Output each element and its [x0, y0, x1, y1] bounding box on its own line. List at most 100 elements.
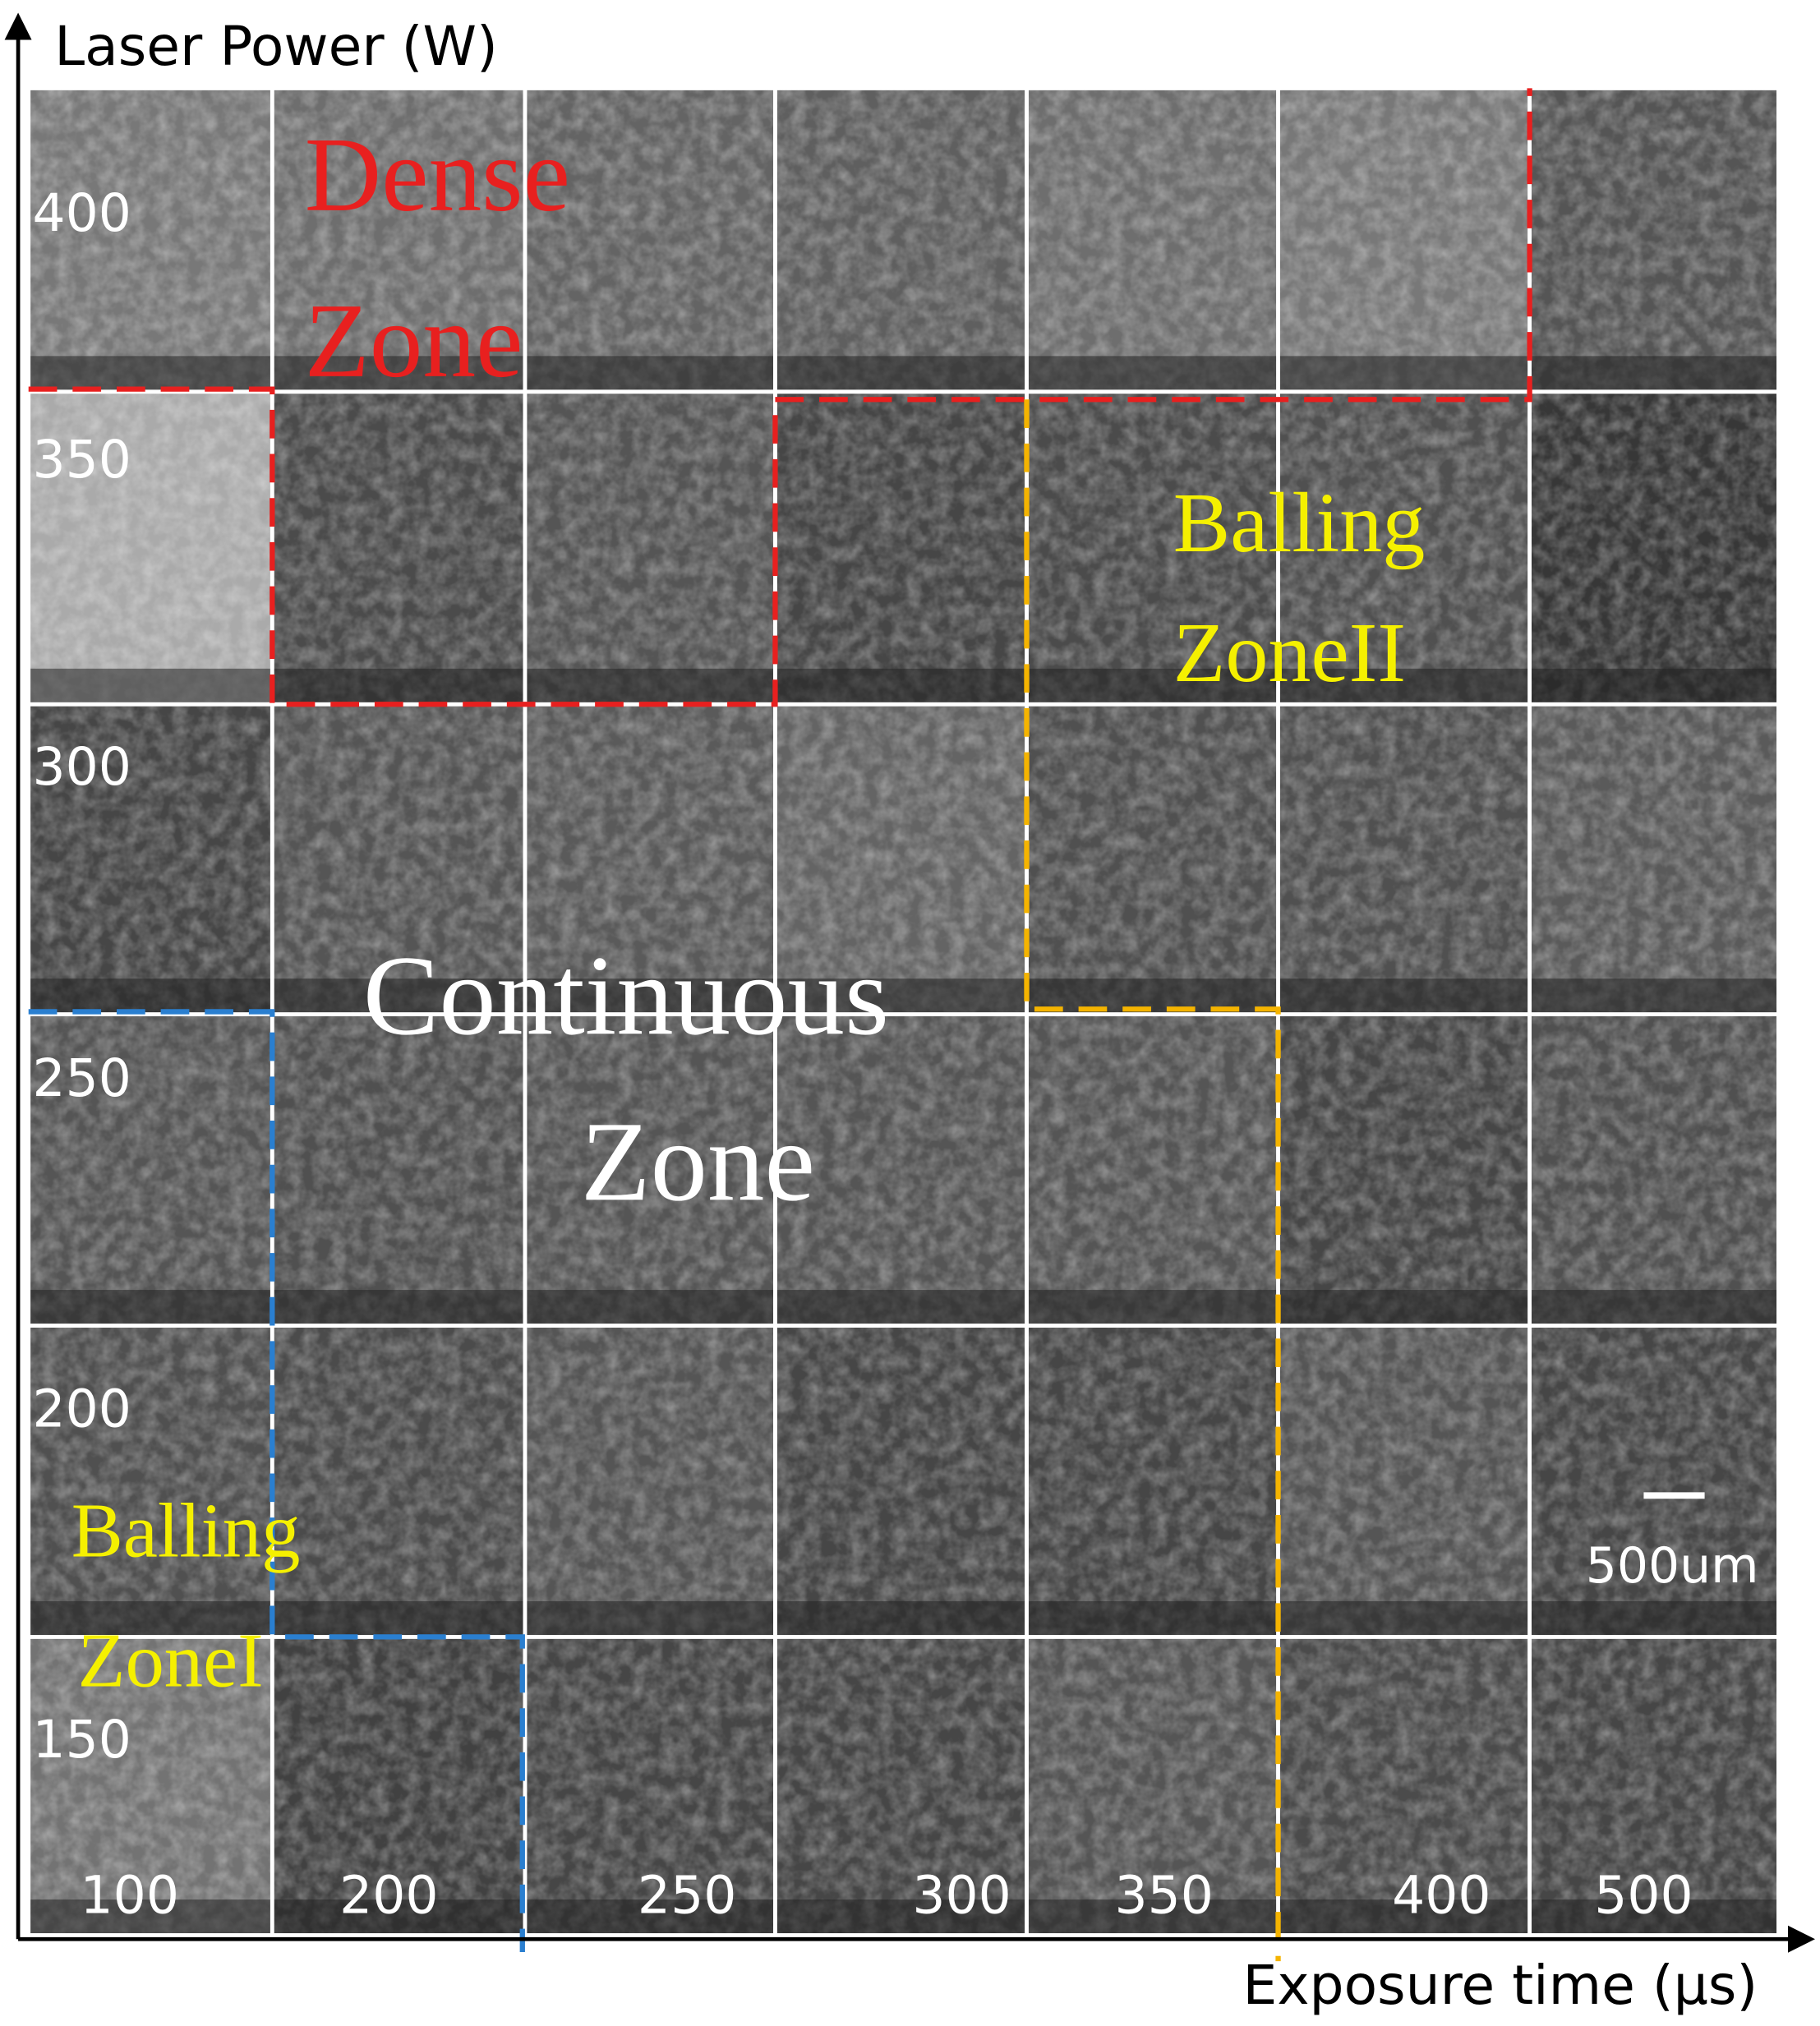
balling-2-boundary — [1024, 399, 1281, 1962]
info-bar — [527, 356, 774, 390]
micrograph-texture — [527, 90, 774, 390]
zone-label: ZoneII — [1173, 605, 1406, 700]
micrograph-texture — [1028, 706, 1277, 1013]
row-label: 350 — [32, 429, 131, 490]
info-bar — [1279, 978, 1528, 1013]
micrograph-grid — [26, 85, 1781, 1937]
micrograph-texture — [1279, 706, 1528, 1013]
info-bar — [30, 1290, 270, 1324]
info-bar — [1028, 1290, 1277, 1324]
micrograph-texture — [274, 394, 523, 702]
micrograph-texture — [274, 1015, 523, 1324]
info-bar — [1028, 356, 1277, 390]
micrograph-texture — [1531, 394, 1777, 702]
micrograph-texture — [527, 1327, 774, 1636]
micrograph-texture — [30, 394, 270, 702]
micrograph-texture — [30, 1327, 270, 1636]
micrograph-texture — [776, 1015, 1025, 1324]
row-label: 200 — [32, 1379, 131, 1439]
row-labels: 400 350 300 250 200 150 — [32, 182, 131, 1770]
micrograph-texture — [527, 1015, 774, 1324]
y-axis-label: Laser Power (W) — [54, 14, 498, 78]
micrograph-texture — [1531, 1638, 1777, 1934]
info-bar — [30, 978, 270, 1013]
info-bar — [527, 1290, 774, 1324]
micrograph-texture — [30, 1015, 270, 1324]
info-bar — [1028, 668, 1277, 702]
info-bar — [1531, 1600, 1777, 1636]
info-bar — [527, 1899, 774, 1934]
micrograph-texture — [1279, 1015, 1528, 1324]
info-bar — [30, 356, 270, 390]
micrograph-texture — [1531, 90, 1777, 390]
micrograph-texture — [274, 1638, 523, 1934]
zone-label: Zone — [581, 1098, 815, 1225]
micrograph-texture — [776, 90, 1025, 390]
info-bar — [1279, 1899, 1528, 1934]
info-bar — [527, 1600, 774, 1636]
column-label: 500 — [1594, 1865, 1693, 1926]
column-label: 400 — [1392, 1865, 1491, 1926]
info-bar — [527, 668, 774, 702]
micrograph-texture — [1279, 394, 1528, 702]
micrograph-texture — [1028, 90, 1277, 390]
micrograph-texture — [776, 1638, 1025, 1934]
micrograph-texture — [1028, 1638, 1277, 1934]
column-label: 200 — [339, 1865, 438, 1926]
info-bar — [274, 978, 523, 1013]
micrograph-texture — [30, 90, 270, 390]
micrograph-texture — [1279, 90, 1528, 390]
micrograph-texture — [274, 1327, 523, 1636]
info-bar — [1531, 978, 1777, 1013]
zone-label: Continuous — [363, 932, 889, 1059]
info-bar — [1028, 1899, 1277, 1934]
info-bar — [1279, 668, 1528, 702]
info-bar — [776, 978, 1025, 1013]
info-bar — [1279, 1600, 1528, 1636]
column-label: 350 — [1115, 1865, 1214, 1926]
micrograph-texture — [1028, 394, 1277, 702]
column-label: 100 — [81, 1865, 179, 1926]
micrograph-texture — [1028, 1015, 1277, 1324]
info-bar — [776, 1600, 1025, 1636]
zone-boundaries — [28, 88, 1532, 1962]
row-label: 150 — [32, 1709, 131, 1770]
info-bar — [30, 1899, 270, 1934]
micrograph-texture — [1279, 1638, 1528, 1934]
micrograph-texture — [30, 1638, 270, 1934]
micrograph-texture — [1531, 1015, 1777, 1324]
info-bar — [274, 1600, 523, 1636]
row-label: 400 — [32, 182, 131, 243]
info-bar — [776, 1899, 1025, 1934]
info-bar — [1531, 1899, 1777, 1934]
zone-label: Dense — [305, 116, 570, 233]
row-label: 300 — [32, 736, 131, 797]
info-bar — [274, 668, 523, 702]
micrograph-texture — [527, 1638, 774, 1934]
micrograph-texture — [776, 394, 1025, 702]
zone-label: ZoneI — [78, 1618, 264, 1703]
column-label: 300 — [912, 1865, 1011, 1926]
info-bar — [776, 356, 1025, 390]
x-axis-label: Exposure time (μs) — [1242, 1953, 1758, 2017]
info-bar — [30, 668, 270, 702]
row-label: 250 — [32, 1048, 131, 1108]
zone-label: Balling — [71, 1488, 301, 1573]
micrograph-texture — [30, 706, 270, 1013]
info-bar — [776, 668, 1025, 702]
info-bar — [30, 1600, 270, 1636]
info-bar — [1531, 1290, 1777, 1324]
info-bar — [776, 1290, 1025, 1324]
micrograph-texture — [527, 706, 774, 1013]
zone-labels: Dense Zone Balling ZoneII Continuous Zon… — [71, 116, 1426, 1704]
info-bar — [1028, 1600, 1277, 1636]
info-bar — [1279, 356, 1528, 390]
column-label: 250 — [638, 1865, 736, 1926]
micrograph-texture — [1028, 1327, 1277, 1636]
info-bar — [1279, 1290, 1528, 1324]
info-bar — [274, 1899, 523, 1934]
micrograph-texture — [274, 706, 523, 1013]
zone-label: Balling — [1173, 475, 1426, 570]
zone-label: Zone — [305, 282, 523, 399]
